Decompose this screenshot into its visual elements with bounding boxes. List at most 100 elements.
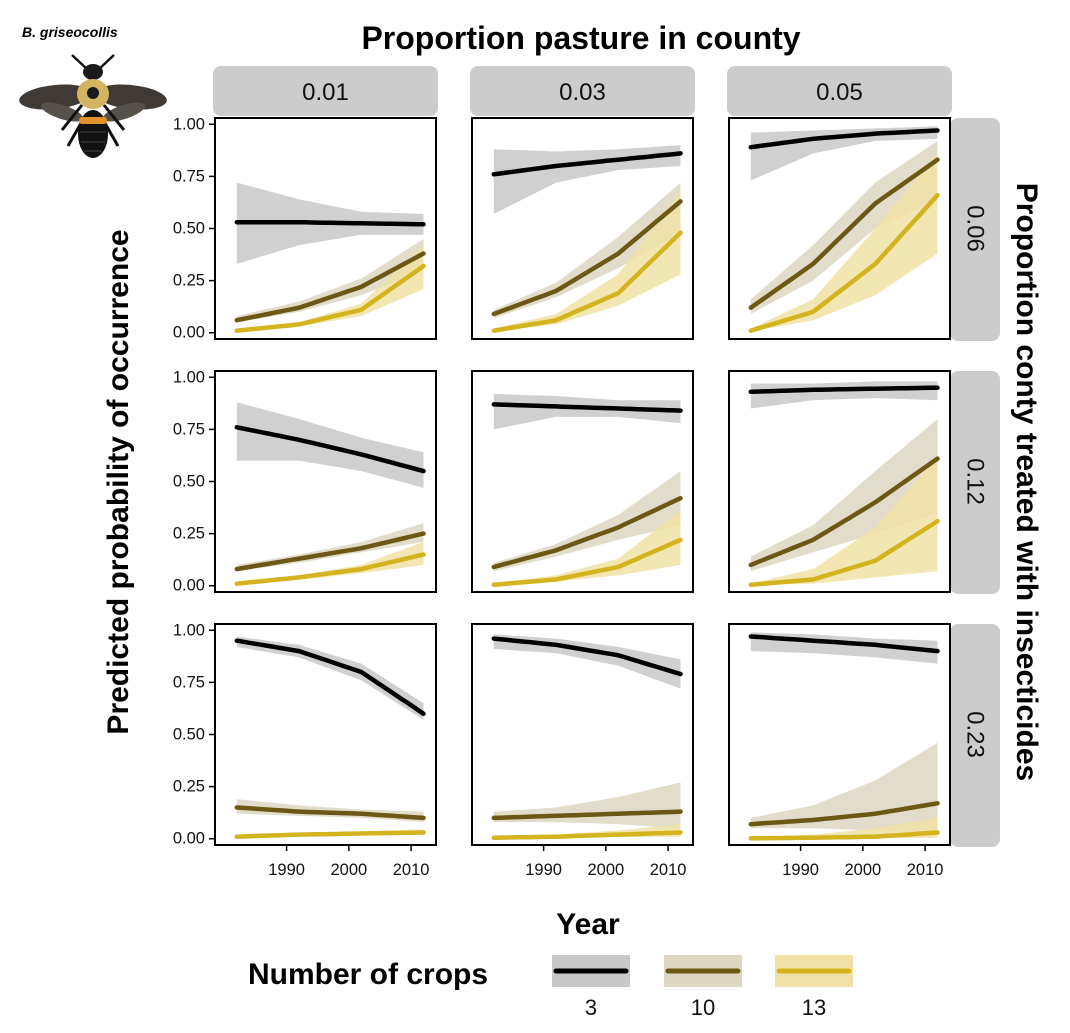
row-strip (950, 118, 1000, 341)
series-line (748, 128, 940, 150)
series-line (491, 809, 683, 821)
ci-ribbon (493, 393, 681, 430)
col-strip (470, 66, 695, 116)
panel (471, 370, 694, 593)
right-axis-title: Proportion conty treated with insecticid… (1010, 183, 1043, 781)
y-tick-label: 1.00 (173, 115, 205, 133)
series-line (491, 199, 683, 317)
legend-label: 13 (802, 995, 826, 1020)
ci-ribbon (750, 140, 938, 314)
series-line (748, 192, 940, 333)
series-line (234, 219, 426, 227)
row-strip-label: 0.12 (962, 458, 989, 505)
y-tick-label: 0.75 (173, 420, 205, 438)
x-tick-label: 2000 (844, 861, 881, 879)
panel-frame (471, 117, 694, 340)
legend-label: 10 (691, 995, 715, 1020)
y-tick-label: 0.50 (173, 473, 205, 491)
y-tick-label: 0.00 (173, 830, 205, 848)
row-strip-label: 0.06 (962, 205, 989, 252)
legend-title: Number of crops (248, 958, 488, 991)
panel: 0.00 0.25 0.50 0.75 1.00 (173, 368, 437, 595)
y-tick-label: 0.50 (173, 220, 205, 238)
y-tick-label: 0.25 (173, 525, 205, 543)
ci-ribbon (750, 381, 938, 409)
series-line (234, 251, 426, 323)
panel-frame (471, 623, 694, 846)
y-tick-label: 1.00 (173, 368, 205, 386)
y-tick-label: 0.00 (173, 324, 205, 342)
panel: 0.00 0.25 0.50 0.75 1.00 1990 2000 2010 (173, 621, 437, 879)
panel (728, 370, 951, 593)
y-tick-label: 1.00 (173, 621, 205, 639)
y-tick-label: 0.50 (173, 726, 205, 744)
panel-frame (728, 370, 951, 593)
series-line (491, 230, 683, 333)
y-tick-label: 0.25 (173, 778, 205, 796)
legend-label: 3 (585, 995, 597, 1020)
series-line (748, 801, 940, 827)
series-line (491, 537, 683, 587)
x-tick-label: 1990 (268, 861, 305, 879)
panel (728, 117, 951, 340)
x-tick-label: 2010 (650, 861, 687, 879)
series-line (491, 495, 683, 570)
series-line (748, 456, 940, 568)
col-strip (727, 66, 952, 116)
ci-ribbon (493, 145, 681, 214)
x-tick-label: 1990 (525, 861, 562, 879)
series-line (491, 830, 683, 840)
species-label: B. griseocollis (22, 24, 118, 40)
ci-ribbon (493, 782, 681, 829)
col-strip-label: 0.05 (816, 79, 863, 106)
x-tick-label: 2000 (330, 861, 367, 879)
panel (471, 117, 694, 340)
x-axis-title: Year (556, 908, 620, 941)
ci-ribbon (493, 191, 681, 332)
series-line (491, 151, 683, 177)
panel: 1990 2000 2010 (728, 623, 951, 879)
legend: Number of crops 3 10 13 (248, 955, 853, 1020)
series-line (748, 518, 940, 587)
col-strip (213, 66, 438, 116)
ci-ribbon (493, 510, 681, 586)
y-tick-label: 0.75 (173, 673, 205, 691)
chart-title: Proportion pasture in county (361, 20, 800, 56)
series-line (234, 531, 426, 572)
panel: 1990 2000 2010 (471, 623, 694, 879)
panel-frame (728, 117, 951, 340)
panel: 0.00 0.25 0.50 0.75 1.00 (173, 115, 437, 342)
row-strip (950, 371, 1000, 594)
series-line (234, 638, 426, 716)
series-line (234, 805, 426, 821)
y-tick-label: 0.75 (173, 167, 205, 185)
x-tick-label: 2010 (393, 861, 430, 879)
ci-ribbon (750, 419, 938, 572)
panel-frame (728, 623, 951, 846)
row-strip (950, 624, 1000, 847)
y-axis-title: Predicted probability of occurrence (102, 229, 135, 734)
ci-ribbon (493, 634, 681, 689)
facet-strips: 0.01 0.03 0.05 0.06 0.12 0.23 (213, 66, 1000, 847)
panel-frame (471, 370, 694, 593)
series-line (234, 425, 426, 474)
x-tick-label: 2000 (587, 861, 624, 879)
series-line (748, 634, 940, 654)
col-strip-label: 0.01 (302, 79, 349, 106)
series-line (234, 830, 426, 839)
series-line (748, 830, 940, 841)
series-line (748, 157, 940, 310)
series-line (748, 385, 940, 395)
ci-ribbon (750, 153, 938, 332)
col-strip-label: 0.03 (559, 79, 606, 106)
ci-ribbon (236, 245, 424, 332)
chart-panels: 0.00 0.25 0.50 0.75 1.00 0.00 0.25 0.50 0.75 1.00… (173, 115, 951, 879)
series-line (491, 636, 683, 677)
row-strip-label: 0.23 (962, 711, 989, 758)
x-tick-label: 1990 (782, 861, 819, 879)
x-tick-label: 2010 (907, 861, 944, 879)
series-line (234, 263, 426, 333)
ci-ribbon (236, 636, 424, 720)
y-tick-label: 0.00 (173, 577, 205, 595)
